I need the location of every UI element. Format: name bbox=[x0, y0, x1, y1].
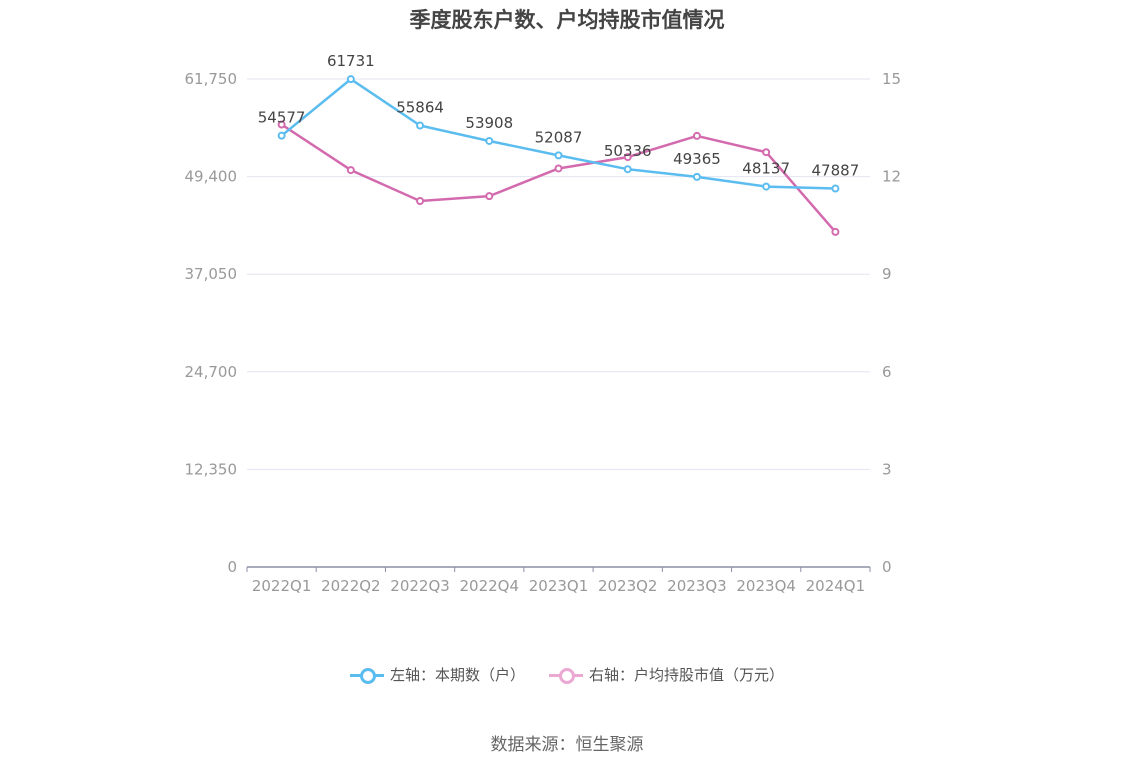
x-tick-label: 2023Q4 bbox=[736, 577, 796, 595]
data-label-left: 48137 bbox=[742, 160, 790, 178]
y-left-tick-label: 0 bbox=[227, 558, 237, 576]
y-right-tick-label: 0 bbox=[882, 558, 892, 576]
data-label-left: 53908 bbox=[465, 114, 513, 132]
data-point-right bbox=[346, 166, 355, 175]
legend-item-right-axis[interactable]: 右轴：户均持股市值（万元） bbox=[549, 664, 784, 685]
data-point-right bbox=[277, 120, 286, 129]
data-point-left bbox=[623, 165, 632, 174]
x-tick-label: 2023Q3 bbox=[667, 577, 727, 595]
y-left-tick-label: 49,400 bbox=[185, 168, 238, 186]
legend-right-label: 右轴：户均持股市值（万元） bbox=[589, 666, 785, 684]
data-point-right bbox=[416, 197, 425, 205]
data-point-left bbox=[831, 184, 840, 193]
x-tick-label: 2022Q1 bbox=[252, 577, 312, 595]
y-right-tick-label: 6 bbox=[882, 363, 892, 381]
y-right-tick-label: 9 bbox=[882, 265, 892, 283]
data-point-right bbox=[762, 148, 771, 157]
chart-legend: 左轴：本期数（户） 右轴：户均持股市值（万元） bbox=[0, 664, 1134, 685]
y-left-tick-label: 12,350 bbox=[185, 460, 238, 478]
x-tick-label: 2024Q1 bbox=[806, 577, 866, 595]
x-tick-label: 2023Q1 bbox=[529, 577, 589, 595]
data-point-left bbox=[346, 75, 355, 84]
legend-left-label: 左轴：本期数（户） bbox=[389, 666, 525, 684]
data-point-right bbox=[623, 153, 632, 162]
x-tick-label: 2022Q2 bbox=[321, 577, 381, 595]
legend-left-marker-icon bbox=[349, 665, 384, 685]
y-right-tick-label: 3 bbox=[882, 460, 892, 478]
data-point-left bbox=[762, 182, 771, 191]
data-point-right bbox=[692, 131, 701, 140]
data-label-left: 47887 bbox=[812, 162, 860, 180]
data-point-right bbox=[831, 227, 840, 236]
data-label-left: 55864 bbox=[396, 99, 444, 117]
data-label-left: 49365 bbox=[673, 150, 721, 168]
chart-title: 季度股东户数、户均持股市值情况 bbox=[409, 8, 725, 32]
data-point-right bbox=[485, 192, 494, 201]
data-point-left bbox=[692, 172, 701, 181]
y-right-tick-label: 12 bbox=[882, 168, 901, 186]
x-tick-label: 2022Q4 bbox=[460, 577, 520, 595]
data-point-left bbox=[485, 136, 494, 145]
data-label-left: 52087 bbox=[535, 128, 583, 146]
y-left-tick-label: 37,050 bbox=[185, 265, 238, 283]
x-tick-label: 2023Q2 bbox=[598, 577, 658, 595]
data-point-right bbox=[554, 164, 563, 173]
y-left-tick-label: 61,750 bbox=[185, 70, 238, 88]
data-label-left: 61731 bbox=[327, 52, 375, 70]
y-left-tick-label: 24,700 bbox=[185, 363, 238, 381]
legend-item-left-axis[interactable]: 左轴：本期数（户） bbox=[349, 664, 525, 685]
data-source-note: 数据来源：恒生聚源 bbox=[490, 735, 644, 755]
data-label-left: 54577 bbox=[258, 109, 306, 127]
data-point-left bbox=[554, 151, 563, 160]
data-point-left bbox=[416, 121, 425, 130]
y-right-tick-label: 15 bbox=[882, 70, 901, 88]
legend-right-marker-icon bbox=[549, 665, 583, 685]
x-tick-label: 2022Q3 bbox=[390, 577, 450, 595]
data-label-left: 50336 bbox=[604, 142, 652, 160]
data-point-left bbox=[277, 131, 286, 140]
